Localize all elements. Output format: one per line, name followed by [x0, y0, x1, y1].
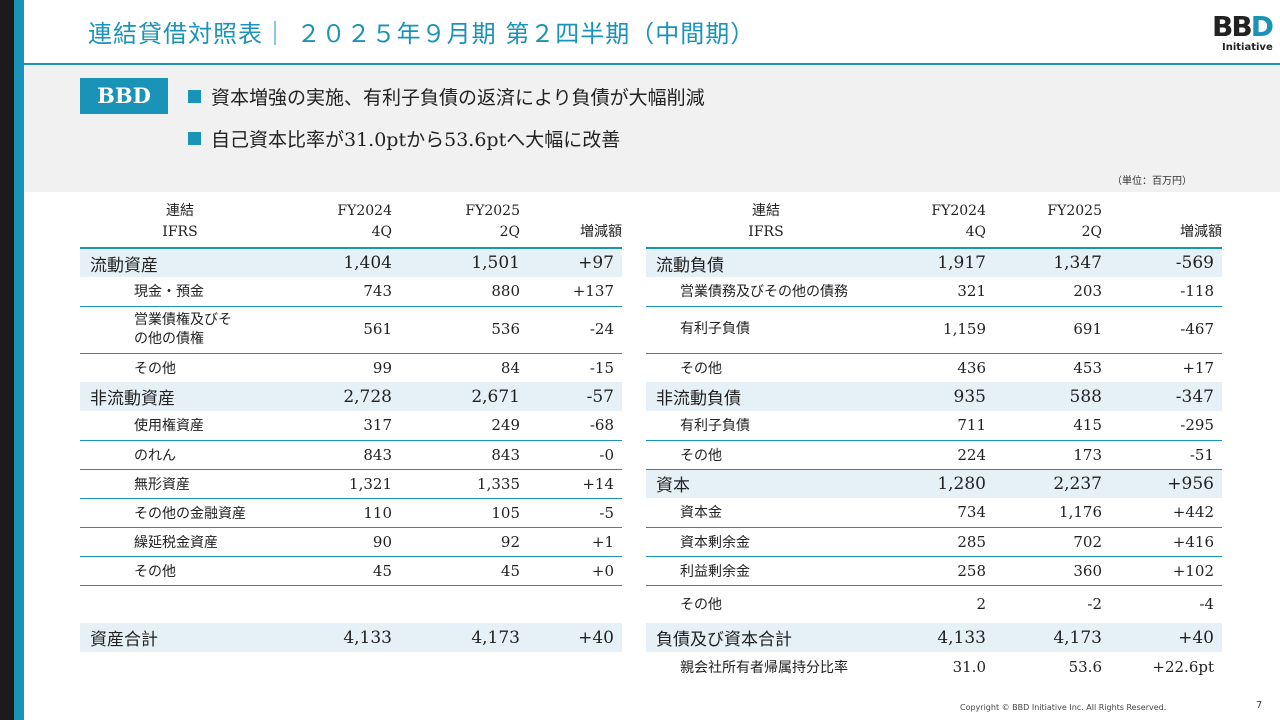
- bullet-square-icon: [188, 132, 201, 145]
- header-fy2024: FY2024 4Q: [886, 192, 986, 249]
- company-logo: BBD Initiative: [1212, 12, 1280, 62]
- header-label: 連結 IFRS: [646, 192, 886, 249]
- header-divider: [24, 63, 1280, 133]
- table-row: 繰延税金資産 90 92 +1: [80, 527, 622, 557]
- header-fy2025: FY2025 2Q: [986, 192, 1102, 249]
- header-fy2025: FY2025 2Q: [392, 192, 520, 249]
- header-label: 連結 IFRS: [80, 192, 280, 249]
- summary-point-text: 自己資本比率が31.0ptから53.6ptへ大幅に改善: [211, 129, 621, 151]
- table-row: その他 2 -2 -4: [680, 595, 1214, 614]
- table-row: 親会社所有者帰属持分比率 31.0 53.6 +22.6pt: [680, 657, 1214, 676]
- logo-subtitle: Initiative: [1222, 42, 1273, 53]
- table-row: 非流動負債 935 588 -347: [646, 382, 1222, 411]
- table-row: 営業債務及びその他の債務 321 203 -118: [646, 277, 1222, 307]
- table-row: その他の金融資産 110 105 -5: [80, 498, 622, 528]
- slide-header: 連結貸借対照表｜ ２０２５年９月期 第２四半期（中間期） BBD Initiat…: [24, 0, 1280, 66]
- table-row: その他 45 45 +0: [80, 556, 622, 586]
- liabilities-equity-table: 連結 IFRS FY2024 4Q FY2025 2Q 増減額 流動負債 1,917 1,…: [646, 192, 1222, 681]
- table-row: 流動資産 1,404 1,501 +97: [80, 248, 622, 277]
- table-row: 非流動資産 2,728 2,671 -57: [80, 382, 622, 411]
- table-row: 流動負債 1,917 1,347 -569: [646, 248, 1222, 277]
- table-header-row: 連結 IFRS FY2024 4Q FY2025 2Q 増減額: [646, 192, 1222, 249]
- table-row: 資産合計 4,133 4,173 +40: [80, 623, 622, 652]
- summary-point: 資本増強の実施、有利子負債の返済により負債が大幅削減: [188, 83, 705, 110]
- summary-point-text: 資本増強の実施、有利子負債の返済により負債が大幅削減: [211, 87, 705, 109]
- bbd-badge: BBD: [80, 78, 168, 114]
- slide-title: 連結貸借対照表｜ ２０２５年９月期 第２四半期（中間期）: [88, 20, 756, 48]
- header-diff: 増減額: [1102, 192, 1222, 249]
- table-row: 利益剰余金 258 360 +102: [646, 556, 1222, 586]
- summary-point: 自己資本比率が31.0ptから53.6ptへ大幅に改善: [188, 125, 620, 152]
- table-row: 負債及び資本合計 4,133 4,173 +40: [646, 623, 1222, 652]
- table-row: 資本剰余金 285 702 +416: [646, 527, 1222, 557]
- table-row: 資本 1,280 2,237 +956: [646, 469, 1222, 498]
- page-number: 7: [1256, 700, 1263, 711]
- table-row: その他 99 84 -15: [134, 358, 614, 377]
- table-row: 有利子負債 1,159 691 -467: [646, 306, 1222, 354]
- left-accent-bar: [14, 0, 24, 720]
- table-row: 無形資産 1,321 1,335 +14: [80, 469, 622, 499]
- header-fy2024: FY2024 4Q: [280, 192, 392, 249]
- unit-note: （単位：百万円）: [1112, 176, 1192, 187]
- table-row: のれん 843 843 -0: [80, 440, 622, 470]
- table-row: その他 436 453 +17: [680, 358, 1214, 377]
- bullet-square-icon: [188, 90, 201, 103]
- table-row: その他 224 173 -51: [646, 440, 1222, 470]
- assets-table: 連結 IFRS FY2024 4Q FY2025 2Q 増減額 流動資産 1,404 1,…: [80, 192, 622, 652]
- logo-mark: BBD: [1212, 10, 1274, 43]
- table-header-row: 連結 IFRS FY2024 4Q FY2025 2Q 増減額: [80, 192, 622, 249]
- table-row: 有利子負債 711 415 -295: [646, 411, 1222, 441]
- table-row: 営業債権及びその他の債権 561 536 -24: [80, 306, 622, 354]
- table-row: 使用権資産 317 249 -68: [80, 411, 622, 441]
- copyright-footer: Copyright © BBD Initiative Inc. All Righ…: [960, 703, 1167, 712]
- table-row: 現金・預金 743 880 +137: [80, 277, 622, 307]
- header-diff: 増減額: [520, 192, 622, 249]
- table-row: 資本金 734 1,176 +442: [646, 498, 1222, 528]
- blank-row: [80, 585, 622, 623]
- summary-panel: BBD 資本増強の実施、有利子負債の返済により負債が大幅削減 自己資本比率が31…: [24, 66, 1280, 192]
